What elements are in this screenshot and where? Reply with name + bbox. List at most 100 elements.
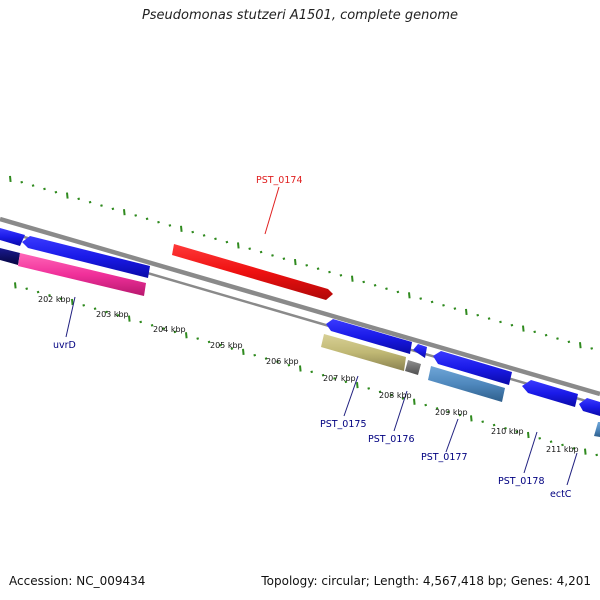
gene-arrow-uvrD-neighbor [22,236,150,278]
scale-minor-tick [248,247,252,251]
scale-minor-tick [25,287,29,291]
gene-arrow-PST_0176 [405,360,421,375]
scale-minor-tick [362,280,366,284]
scale-major-tick [470,415,473,422]
gene-arrow-PST_0178 [522,380,578,407]
gene-arrow-rev [413,344,427,358]
scale-major-tick [356,382,359,389]
scale-minor-tick [105,310,108,314]
scale-minor-tick [214,237,217,241]
scale-major-tick [237,242,240,249]
scale-major-tick [299,365,302,372]
scale-label: 211 kbp [546,445,579,454]
scale-minor-tick [533,330,537,334]
scale-minor-tick [561,443,564,447]
scale-minor-tick [492,423,496,427]
scale-major-tick [408,292,411,299]
scale-major-tick [128,315,131,322]
scale-major-tick [294,258,297,266]
scale-minor-tick [321,373,325,377]
scale-minor-tick [396,290,400,294]
scale-minor-tick [20,180,24,184]
scale-minor-tick [116,313,120,317]
scale-minor-tick [339,274,343,277]
scale-minor-tick [145,217,149,221]
callout-line [566,452,578,486]
callout-line [445,418,459,453]
gene-labels: PST_0174 uvrD PST_0175 PST_0176 PST_0177… [53,175,572,500]
scale-major-tick [14,282,17,289]
scale-minor-tick [447,410,450,414]
scale-minor-tick [43,187,46,191]
scale-minor-tick [390,393,393,397]
gene-label-ectC: ectC [550,489,572,500]
scale-minor-tick [191,230,195,234]
scale-major-tick [522,325,525,332]
scale-minor-tick [162,327,165,330]
gene-label-PST_0176: PST_0176 [368,434,415,445]
gene-arrow-rev [326,319,412,354]
scale-minor-tick [453,307,457,310]
scale-minor-tick [36,290,40,294]
scale-major-tick [185,332,188,339]
gene-arrow-rev [0,228,25,246]
scale-minor-tick [401,397,405,400]
scale-minor-tick [435,407,439,410]
scale-minor-tick [157,220,160,224]
scale-major-tick [584,448,587,455]
scale-label: 204 kbp [153,325,186,334]
scale-minor-tick [271,254,274,257]
scale-minor-tick [504,427,507,430]
scale-minor-tick [282,257,286,261]
scale-minor-tick [572,446,576,450]
scale-major-tick [71,298,74,306]
gene-label-PST_0178: PST_0178 [498,476,545,487]
accession-label: Accession: NC_009434 [9,574,146,588]
scale-minor-tick [430,300,434,304]
scale-minor-tick [538,437,542,440]
scale-minor-tick [31,184,35,187]
gene-label-PST_0175: PST_0175 [320,419,367,430]
scale-major-tick [66,192,69,199]
scale-minor-tick [48,294,51,297]
scale-major-tick [527,431,530,439]
scale-label: 202 kbp [38,295,71,304]
scale-minor-tick [225,240,229,244]
scale-minor-tick [367,387,371,390]
scale-minor-tick [77,197,81,201]
callout-line [264,186,280,235]
scale-minor-tick [54,190,58,194]
scale-minor-tick [168,224,172,227]
scale-minor-tick [253,353,257,357]
scale-minor-tick [590,347,594,350]
gene-label-uvrD: uvrD [53,340,76,351]
gene-arrow-fwd [172,244,333,300]
scale-minor-tick [59,297,63,300]
gene-arrow-rev [579,398,600,416]
scale-major-tick [413,398,416,405]
gene-label-PST_0174: PST_0174 [256,175,303,186]
scale-label: 206 kbp [266,357,299,366]
scale-minor-tick [556,337,559,340]
gene-arrow-ectC [594,422,600,437]
scale-labels: 202 kbp 203 kbp 204 kbp 205 kbp 206 kbp … [38,295,579,454]
outer-scale-ticks [9,175,594,350]
scale-major-tick [579,342,582,349]
scale-minor-tick [458,413,462,417]
scale-minor-tick [481,420,485,424]
scale-minor-tick [259,250,263,254]
map-title: Pseudomonas stutzeri A1501, complete gen… [141,8,459,23]
scale-minor-tick [442,303,445,307]
scale-minor-tick [544,333,548,337]
callout-line [65,296,76,338]
scale-minor-tick [316,267,320,271]
scale-minor-tick [567,340,571,344]
scale-minor-tick [150,323,154,327]
scale-minor-tick [82,304,86,307]
scale-minor-tick [385,287,388,290]
scale-minor-tick [88,200,92,204]
scale-major-tick [351,275,354,282]
scale-minor-tick [424,403,428,407]
genome-backbone [0,216,600,397]
